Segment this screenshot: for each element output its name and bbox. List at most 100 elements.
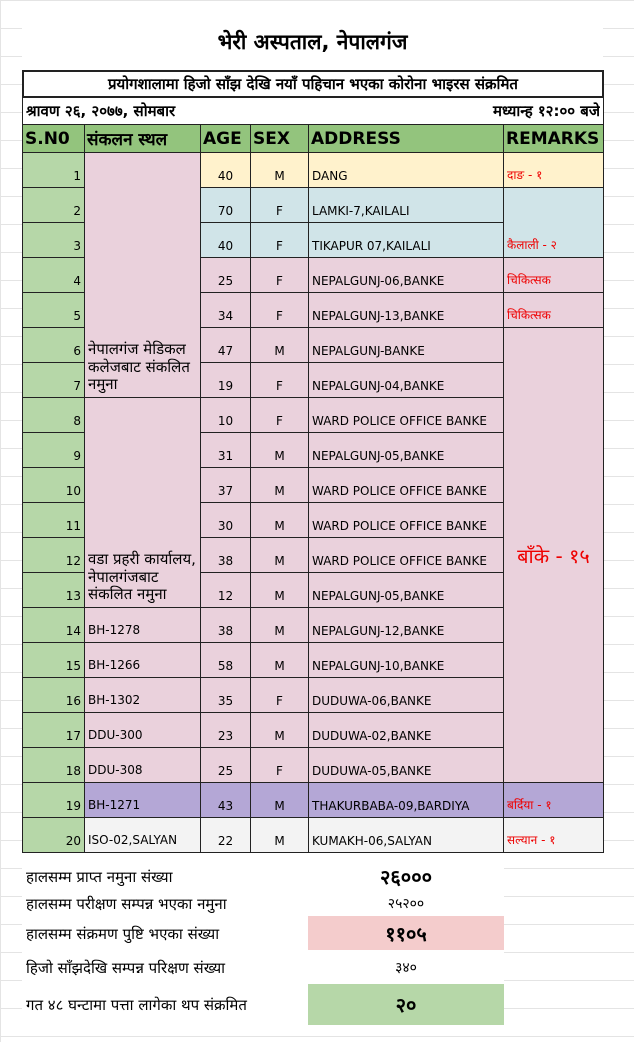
age: 25 [200, 747, 251, 783]
address: WARD POLICE OFFICE BANKE [308, 537, 504, 573]
address: LAMKI-7,KAILALI [308, 187, 504, 223]
serial-number: 2 [22, 187, 85, 223]
serial-number: 16 [22, 677, 85, 713]
remarks: चिकित्सक [503, 292, 604, 328]
address: NEPALGUNJ-04,BANKE [308, 362, 504, 398]
date: श्रावण २६, २०७७, सोमबार [26, 102, 176, 120]
collection-site: DDU-308 [84, 747, 201, 783]
age: 58 [200, 642, 251, 678]
remarks: कैलाली - २ [503, 187, 604, 258]
sn-header: S.N0 [22, 124, 85, 153]
sex-header: SEX [250, 124, 309, 153]
collection-site: BH-1266 [84, 642, 201, 678]
address-header: ADDRESS [308, 124, 504, 153]
summary-label: गत ४८ घन्टामा पत्ता लागेका थप संक्रमित [22, 984, 309, 1025]
serial-number: 19 [22, 782, 85, 818]
age: 35 [200, 677, 251, 713]
address: TIKAPUR 07,KAILALI [308, 222, 504, 258]
age: 40 [200, 152, 251, 188]
sex: F [250, 362, 309, 398]
serial-number: 15 [22, 642, 85, 678]
sex: F [250, 292, 309, 328]
collection-site: BH-1278 [84, 607, 201, 643]
age: 23 [200, 712, 251, 748]
sex: M [250, 502, 309, 538]
site-header: संकलन स्थल [84, 124, 201, 153]
sex: M [250, 607, 309, 643]
serial-number: 7 [22, 362, 85, 398]
summary-label: हालसम्म संक्रमण पुष्टि भएका संख्या [22, 916, 309, 951]
age-header: AGE [200, 124, 251, 153]
sex: F [250, 747, 309, 783]
subtitle: प्रयोगशालामा हिजो साँझ देखि नयाँ पहिचान … [22, 70, 604, 98]
sex: F [250, 397, 309, 433]
collection-site: BH-1302 [84, 677, 201, 713]
collection-site: BH-1271 [84, 782, 201, 818]
serial-number: 6 [22, 327, 85, 363]
sex: M [250, 712, 309, 748]
address: WARD POLICE OFFICE BANKE [308, 502, 504, 538]
address: NEPALGUNJ-12,BANKE [308, 607, 504, 643]
summary-label: हिजो साँझदेखि सम्पन्न परिक्षण संख्या [22, 950, 309, 985]
remarks: बर्दिया - १ [503, 782, 604, 818]
age: 43 [200, 782, 251, 818]
sex: F [250, 677, 309, 713]
age: 12 [200, 572, 251, 608]
age: 38 [200, 537, 251, 573]
collection-site: वडा प्रहरी कार्यालय, नेपालगंजबाट संकलित … [84, 397, 201, 608]
age: 10 [200, 397, 251, 433]
address: NEPALGUNJ-05,BANKE [308, 432, 504, 468]
sex: F [250, 187, 309, 223]
sex: M [250, 467, 309, 503]
serial-number: 11 [22, 502, 85, 538]
summary-value: २० [308, 984, 504, 1025]
summary-value: २६००० [308, 862, 504, 891]
address: NEPALGUNJ-BANKE [308, 327, 504, 363]
address: KUMAKH-06,SALYAN [308, 817, 504, 853]
sex: M [250, 432, 309, 468]
serial-number: 17 [22, 712, 85, 748]
sex: F [250, 222, 309, 258]
remarks: दाङ - १ [503, 152, 604, 188]
remarks-header: REMARKS [503, 124, 604, 153]
serial-number: 14 [22, 607, 85, 643]
address: DUDUWA-02,BANKE [308, 712, 504, 748]
serial-number: 9 [22, 432, 85, 468]
age: 40 [200, 222, 251, 258]
sex: M [250, 817, 309, 853]
summary-value: ३४० [308, 950, 504, 985]
sex: M [250, 152, 309, 188]
age: 70 [200, 187, 251, 223]
sex: M [250, 537, 309, 573]
remarks: सल्यान - १ [503, 817, 604, 853]
collection-site: DDU-300 [84, 712, 201, 748]
age: 31 [200, 432, 251, 468]
summary-value: २५२०० [308, 890, 504, 917]
remarks: चिकित्सक [503, 257, 604, 293]
address: NEPALGUNJ-05,BANKE [308, 572, 504, 608]
address: WARD POLICE OFFICE BANKE [308, 467, 504, 503]
serial-number: 18 [22, 747, 85, 783]
serial-number: 4 [22, 257, 85, 293]
collection-site: नेपालगंज मेडिकल कलेजबाट संकलित नमुना [84, 152, 201, 398]
age: 25 [200, 257, 251, 293]
age: 30 [200, 502, 251, 538]
sex: M [250, 327, 309, 363]
address: NEPALGUNJ-06,BANKE [308, 257, 504, 293]
age: 19 [200, 362, 251, 398]
serial-number: 20 [22, 817, 85, 853]
sex: M [250, 572, 309, 608]
age: 38 [200, 607, 251, 643]
summary-label: हालसम्म प्राप्त नमुना संख्या [22, 862, 309, 891]
sex: M [250, 642, 309, 678]
sex: M [250, 782, 309, 818]
collection-site: ISO-02,SALYAN [84, 817, 201, 853]
age: 34 [200, 292, 251, 328]
serial-number: 8 [22, 397, 85, 433]
address: NEPALGUNJ-13,BANKE [308, 292, 504, 328]
address: DUDUWA-06,BANKE [308, 677, 504, 713]
sex: F [250, 257, 309, 293]
age: 47 [200, 327, 251, 363]
age: 37 [200, 467, 251, 503]
